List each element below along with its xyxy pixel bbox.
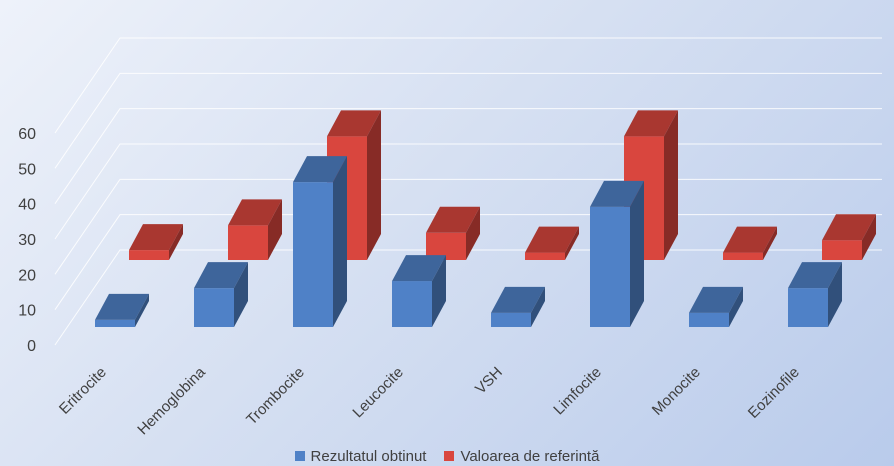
- bar-result-top: [491, 286, 545, 313]
- bar-result-side: [135, 293, 149, 327]
- gridline: [54, 108, 882, 204]
- bar-result: [491, 312, 531, 327]
- x-tick-label: Leucocite: [349, 364, 406, 421]
- bar-result-side: [630, 180, 644, 327]
- bar-reference-top: [426, 206, 480, 233]
- bar-reference-top: [327, 110, 381, 137]
- bar-result: [392, 281, 432, 327]
- x-tick-label: Eozinofile: [745, 364, 803, 422]
- bar-reference-top: [723, 226, 777, 253]
- bar-result: [95, 319, 135, 327]
- y-tick-label: 0: [27, 338, 36, 355]
- bar-result-top: [590, 180, 644, 207]
- bar-reference-side: [367, 110, 381, 260]
- bar-reference: [129, 250, 169, 260]
- bar-reference-side: [862, 214, 876, 260]
- x-tick-label: Eritrocite: [56, 364, 110, 418]
- gridline: [54, 249, 882, 346]
- x-tick-label: Hemoglobina: [134, 363, 209, 438]
- bar-result-top: [293, 156, 347, 183]
- bar-reference-top: [822, 214, 876, 241]
- bar-reference-top: [624, 110, 678, 137]
- bar-result-top: [689, 286, 743, 313]
- bar-result-top: [392, 255, 446, 282]
- bar-reference-side: [664, 110, 678, 260]
- y-tick-label: 20: [18, 267, 36, 284]
- bar-reference: [525, 252, 565, 260]
- gridline: [54, 37, 882, 134]
- y-tick-label: 30: [18, 232, 36, 249]
- bar-reference: [822, 240, 862, 260]
- gridline: [54, 72, 882, 169]
- bar-result-top: [95, 293, 149, 320]
- bar-reference-side: [763, 226, 777, 260]
- bar-reference: [228, 225, 268, 260]
- bar-reference-top: [525, 226, 579, 253]
- bar-reference-side: [565, 226, 579, 260]
- y-tick-label: 10: [18, 303, 36, 320]
- bar-reference-top: [228, 199, 282, 226]
- x-tick-label: Limfocite: [550, 364, 604, 418]
- legend: Rezultatul obtinut Valoarea de referintă: [0, 446, 894, 466]
- bar-result-side: [531, 286, 545, 327]
- legend-item-reference: Valoarea de referintă: [444, 448, 599, 465]
- bar-result-side: [234, 262, 248, 327]
- x-tick-label: Monocite: [649, 364, 704, 419]
- bar-reference-side: [268, 199, 282, 260]
- y-tick-label: 50: [18, 161, 36, 178]
- bar-result-side: [432, 255, 446, 327]
- bar-reference-side: [466, 206, 480, 260]
- y-tick-label: 40: [18, 197, 36, 214]
- legend-label-reference: Valoarea de referintă: [460, 447, 600, 465]
- legend-item-result: Rezultatul obtinut: [294, 447, 427, 465]
- bar-result-side: [828, 262, 842, 327]
- bar-result-top: [194, 262, 248, 289]
- bar-result: [293, 182, 333, 327]
- bar-reference-top: [129, 224, 183, 251]
- bar-result-side: [729, 286, 743, 327]
- bar-reference-side: [169, 224, 183, 260]
- bar-result: [194, 288, 234, 327]
- bar-result: [590, 206, 630, 327]
- y-tick-label: 60: [18, 126, 36, 143]
- bar-result-side: [333, 156, 347, 327]
- bar-result-top: [788, 262, 842, 289]
- x-tick-label: VSH: [472, 364, 506, 398]
- x-tick-label: Trombocite: [243, 364, 308, 429]
- legend-swatch-reference: [444, 451, 455, 461]
- bar-result: [689, 312, 729, 327]
- bar-reference: [723, 252, 763, 260]
- legend-label-result: Rezultatul obtinut: [310, 447, 427, 465]
- legend-swatch-result: [294, 451, 305, 461]
- bar-result: [788, 288, 828, 327]
